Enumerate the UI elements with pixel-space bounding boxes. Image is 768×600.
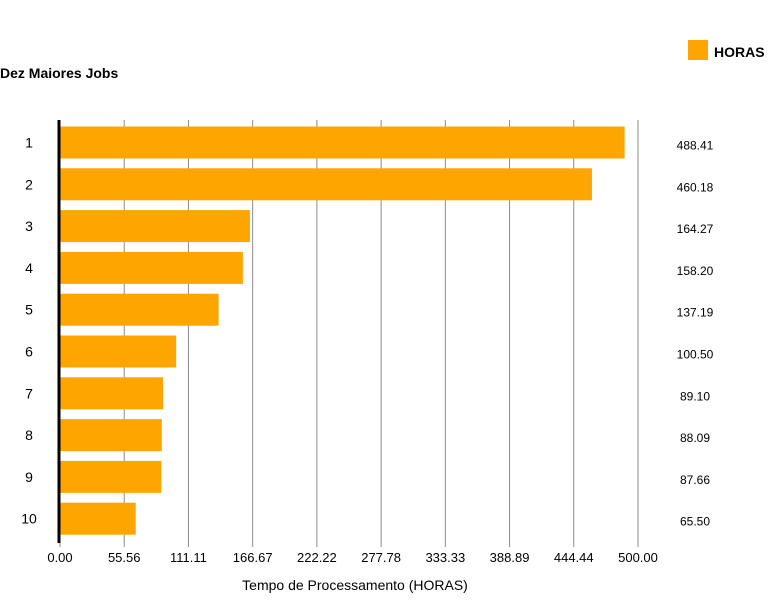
category-label: 10	[21, 511, 37, 527]
x-tick-label: 333.33	[425, 550, 465, 565]
x-tick-label: 55.56	[108, 550, 141, 565]
category-label: 4	[25, 260, 33, 276]
category-label: 5	[25, 302, 33, 318]
x-tick-labels: 0.00 55.56 111.11 166.67 222.22 277.78 333.33 3…	[47, 550, 658, 565]
value-label: 89.10	[680, 389, 710, 403]
value-label: 88.09	[680, 431, 710, 445]
bar	[60, 502, 136, 535]
x-axis-title: Tempo de Processamento (HORAS)	[242, 577, 468, 593]
legend-swatch	[688, 40, 708, 60]
value-label: 137.19	[677, 306, 714, 320]
bar	[60, 126, 625, 159]
category-label: 6	[25, 344, 33, 360]
bar	[60, 251, 243, 284]
value-label: 164.27	[677, 222, 714, 236]
category-label: 8	[25, 427, 33, 443]
bar	[60, 293, 219, 326]
bar	[60, 377, 163, 410]
axes	[57, 120, 639, 547]
category-label: 1	[25, 135, 33, 151]
chart-title: Dez Maiores Jobs	[0, 65, 118, 81]
legend: HORAS	[688, 40, 765, 60]
x-tick-label: 166.67	[233, 550, 273, 565]
category-labels: 1 2 3 4 5 6 7 8 9 10	[21, 135, 37, 527]
value-label: 100.50	[677, 348, 714, 362]
value-label: 488.41	[677, 139, 714, 153]
bar	[60, 419, 162, 452]
x-tick-label: 111.11	[170, 550, 207, 565]
x-tick-label: 500.00	[618, 550, 658, 565]
value-label: 158.20	[677, 264, 714, 278]
value-label: 65.50	[680, 515, 710, 529]
bar	[60, 460, 162, 493]
value-label: 87.66	[680, 473, 710, 487]
category-label: 3	[25, 218, 33, 234]
bar	[60, 168, 592, 201]
value-labels: 488.41 460.18 164.27 158.20 137.19 100.50 89.1…	[677, 139, 714, 529]
value-label: 460.18	[677, 180, 714, 194]
category-label: 2	[25, 176, 33, 192]
bar	[60, 210, 250, 243]
x-tick-label: 0.00	[47, 550, 72, 565]
x-tick-label: 222.22	[297, 550, 337, 565]
bar	[60, 335, 177, 368]
legend-label: HORAS	[714, 44, 765, 60]
x-tick-label: 388.89	[490, 550, 530, 565]
x-tick-label: 277.78	[361, 550, 401, 565]
x-tick-label: 444.44	[554, 550, 594, 565]
bars	[60, 126, 625, 535]
category-label: 7	[25, 385, 33, 401]
category-label: 9	[25, 469, 33, 485]
